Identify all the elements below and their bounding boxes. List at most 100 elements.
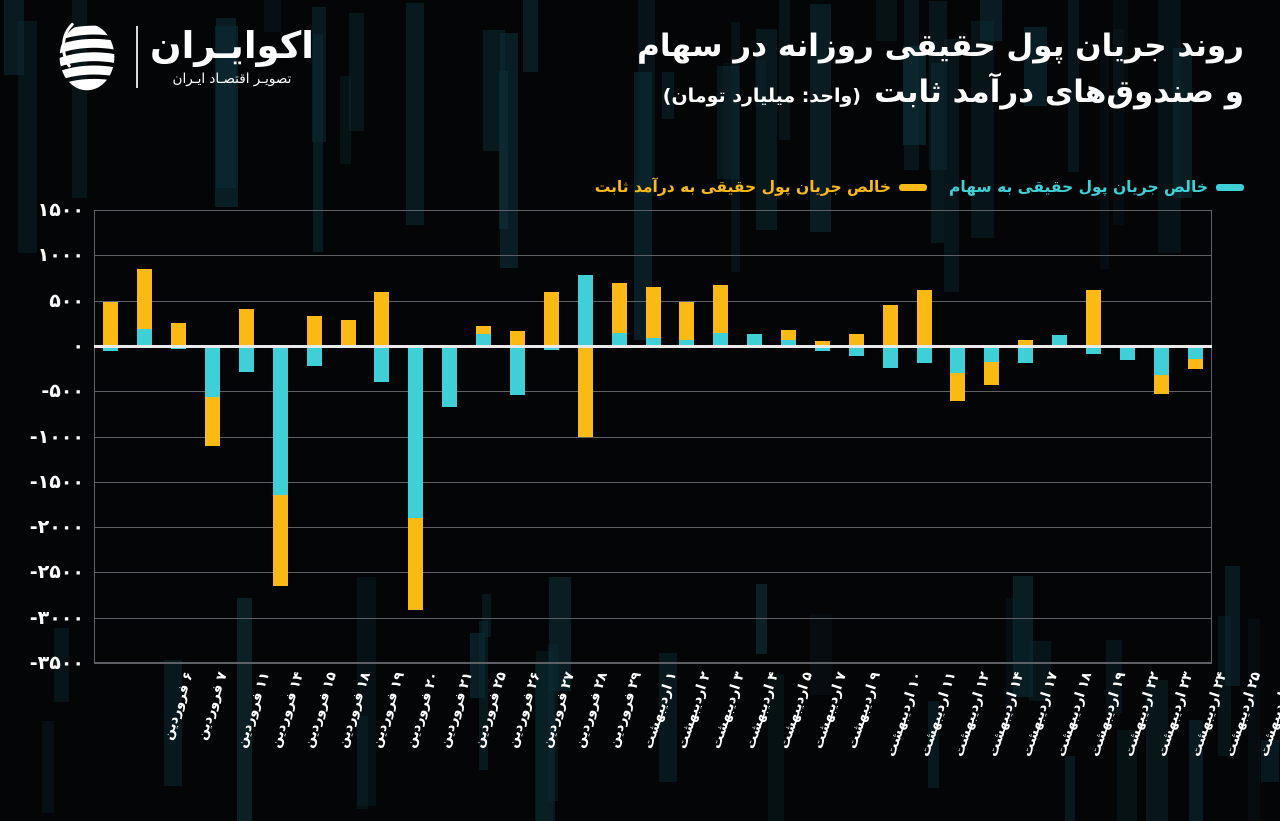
- bar-group[interactable]: [103, 210, 119, 663]
- chart-unit-label: (واحد: میلیارد تومان): [662, 85, 861, 108]
- y-axis-tick-label: ۱۵۰۰: [37, 199, 84, 221]
- bar-segment-stocks: [814, 345, 830, 352]
- bar-group[interactable]: [747, 210, 763, 663]
- bar-group[interactable]: [137, 210, 153, 663]
- bar-segment-stocks: [1085, 345, 1101, 355]
- bar-segment-stocks: [238, 345, 254, 373]
- legend-item-fixed-income[interactable]: خالص جریان پول حقیقی به درآمد ثابت: [594, 178, 928, 196]
- bar-segment-stocks: [645, 337, 661, 346]
- page-title-line-2: و صندوق‌های درآمد ثابت: [874, 74, 1244, 111]
- bar-segment-fixed-income: [916, 289, 932, 346]
- bar-group[interactable]: [577, 210, 593, 663]
- bar-group[interactable]: [1018, 210, 1034, 663]
- bar-group[interactable]: [442, 210, 458, 663]
- bar-segment-fixed-income: [374, 291, 390, 346]
- x-axis-tick-label: ۱۱ فروردین: [233, 670, 273, 750]
- eco-iran-globe-logo-icon: [59, 22, 115, 91]
- bar-segment-stocks: [306, 345, 322, 366]
- bar-segment-fixed-income: [950, 373, 966, 402]
- bar-segment-stocks: [509, 345, 525, 395]
- bar-group[interactable]: [713, 210, 729, 663]
- bar-group[interactable]: [476, 210, 492, 663]
- brand-text: اکوایـران تصویـر اقتصـاد ایـران: [150, 26, 314, 88]
- bar-segment-stocks: [1187, 345, 1203, 359]
- bar-segment-stocks: [543, 345, 559, 351]
- y-axis-tick-label: -۲۵۰۰: [29, 561, 84, 584]
- header: اکوایـران تصویـر اقتصـاد ایـران روند جری…: [0, 0, 1280, 170]
- legend-label-fixed-income: خالص جریان پول حقیقی به درآمد ثابت: [594, 178, 892, 196]
- bar-segment-fixed-income: [205, 396, 221, 446]
- bar-group[interactable]: [306, 210, 322, 663]
- x-axis-tick-label: ۱۹ فروردین: [368, 670, 409, 750]
- y-axis-tick-label: -۳۵۰۰: [29, 652, 84, 674]
- bar-segment-stocks: [882, 345, 898, 368]
- bar-group[interactable]: [340, 210, 356, 663]
- legend-item-stocks[interactable]: خالص جریان پول حقیقی به سهام: [949, 178, 1244, 196]
- x-axis-tick-label: ۷ فروردین: [193, 670, 231, 742]
- bar-group[interactable]: [543, 210, 559, 663]
- bar-segment-fixed-income: [306, 316, 322, 346]
- bar-group[interactable]: [171, 210, 187, 663]
- bar-segment-fixed-income: [645, 287, 661, 338]
- bar-group[interactable]: [848, 210, 864, 663]
- y-axis-tick-label: -۵۰۰: [41, 380, 84, 403]
- x-axis-tick-label: ۲ اردیبهشت: [674, 670, 715, 751]
- bar-group[interactable]: [1153, 210, 1169, 663]
- bar-group[interactable]: [916, 210, 932, 663]
- bar-group[interactable]: [781, 210, 796, 663]
- bar-group[interactable]: [238, 210, 254, 663]
- x-axis-tick-label: ۲۵ فروردین: [470, 670, 510, 750]
- zero-baseline: [94, 344, 1212, 348]
- bar-segment-stocks: [442, 345, 458, 407]
- bar-group[interactable]: [1187, 210, 1203, 663]
- bar-segment-fixed-income: [679, 301, 695, 341]
- bar-group[interactable]: [272, 210, 288, 663]
- bar-group[interactable]: [1119, 210, 1135, 663]
- bar-group[interactable]: [1085, 210, 1101, 663]
- x-axis-tick-label: ۳ اردیبهشت: [708, 670, 749, 751]
- bar-segment-fixed-income: [543, 291, 559, 346]
- bar-group[interactable]: [882, 210, 898, 663]
- bar-group[interactable]: [509, 210, 525, 663]
- x-axis-tick-label: ۷ اردیبهشت: [809, 670, 850, 751]
- bar-segment-stocks: [374, 345, 390, 383]
- bar-group[interactable]: [611, 210, 627, 663]
- bar-segment-stocks: [577, 275, 593, 346]
- x-axis-tick-label: ۲۶ فروردین: [504, 670, 544, 750]
- y-axis: ۱۵۰۰ ۱۰۰۰ ۵۰۰ ۰ -۵۰۰ -۱۰۰۰ -۱۵۰۰ -۲۰۰۰ -۲۵۰۰ -۳۰۰…: [0, 199, 94, 674]
- x-axis-tick-label: ۱۵ فروردین: [300, 670, 341, 750]
- brand-tagline: تصویـر اقتصـاد ایـران: [172, 71, 292, 88]
- gridline: [94, 436, 1212, 438]
- bar-segment-stocks: [408, 345, 424, 519]
- gridline: [94, 481, 1212, 483]
- bar-group[interactable]: [205, 210, 221, 663]
- bars-layer: [94, 210, 1212, 663]
- bar-group[interactable]: [645, 210, 661, 663]
- bar-segment-stocks: [950, 345, 966, 374]
- bar-group[interactable]: [950, 210, 966, 663]
- bar-group[interactable]: [374, 210, 390, 663]
- bar-segment-stocks: [747, 334, 763, 346]
- bar-group[interactable]: [679, 210, 695, 663]
- gridline: [94, 255, 1212, 257]
- bar-segment-stocks: [916, 345, 932, 364]
- y-axis-tick-label: -۱۵۰۰: [29, 470, 84, 493]
- bar-segment-stocks: [272, 345, 288, 496]
- bar-segment-fixed-income: [137, 268, 153, 329]
- bar-group[interactable]: [984, 210, 1000, 663]
- gridline: [94, 617, 1212, 619]
- x-axis-tick-label: ۲۱ فروردین: [436, 670, 476, 750]
- bar-segment-stocks: [1018, 345, 1034, 364]
- legend-swatch-yellow-icon: [899, 183, 928, 191]
- background-bar: [1248, 619, 1260, 821]
- bar-segment-fixed-income: [1085, 289, 1101, 346]
- bar-group[interactable]: [814, 210, 830, 663]
- bar-group[interactable]: [1052, 210, 1068, 663]
- page-title-line-1: روند جریان پول حقیقی روزانه در سهام: [637, 28, 1244, 64]
- x-axis-tick-label: ۱ اردیبهشت: [640, 670, 681, 751]
- bar-group[interactable]: [408, 210, 424, 663]
- bar-segment-fixed-income: [103, 301, 119, 346]
- bar-segment-fixed-income: [1018, 339, 1034, 346]
- brand-logo: اکوایـران تصویـر اقتصـاد ایـران: [36, 20, 314, 94]
